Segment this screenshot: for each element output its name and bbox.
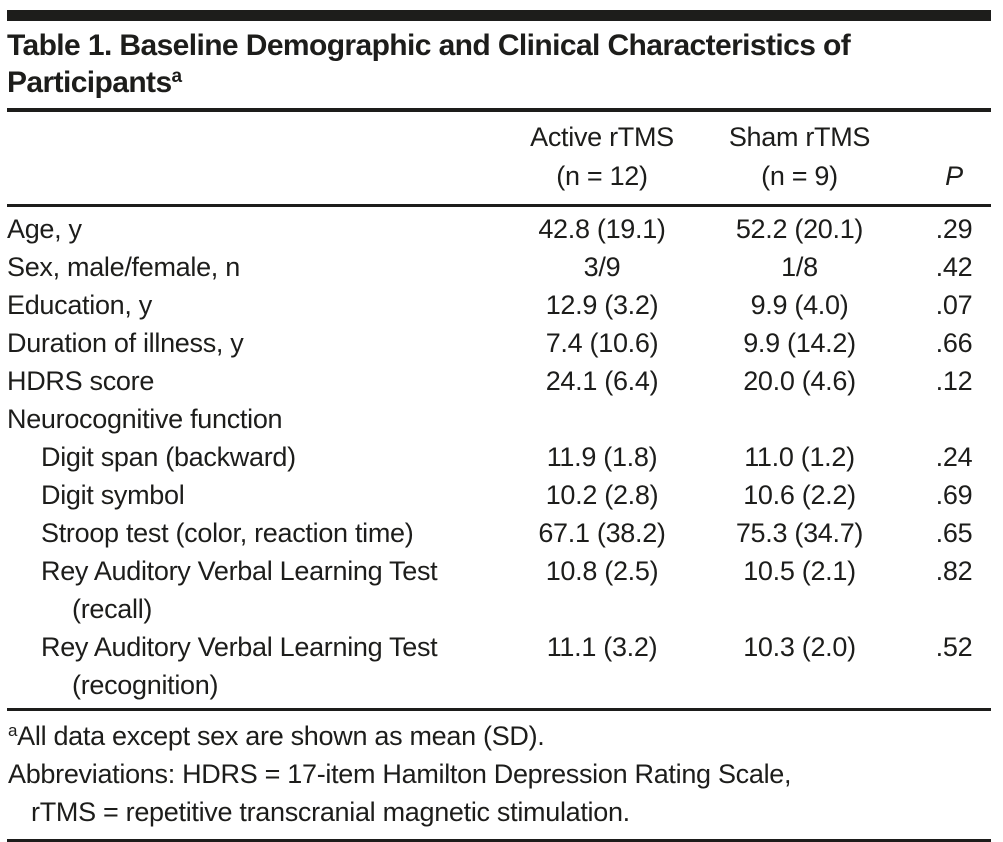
cell-sham: 10.6 (2.2): [743, 480, 856, 510]
table-title-footnote-marker: a: [171, 66, 183, 87]
cell-sham: 11.0 (1.2): [744, 442, 855, 472]
table-body: Age, y 42.8 (19.1) 52.2 (20.1) .29 Sex, …: [7, 206, 991, 705]
footnote-data-note: aAll data except sex are shown as mean (…: [8, 717, 991, 755]
footnote-abbreviations-line2: rTMS = repetitive transcranial magnetic …: [31, 797, 630, 827]
cell-p: .12: [935, 366, 973, 396]
cell-active: 10.8 (2.5): [545, 556, 659, 586]
cell-active: 10.2 (2.8): [545, 480, 659, 510]
cell-active: 42.8 (19.1): [538, 214, 666, 244]
table-row-digit-span: Digit span (backward) 11.9 (1.8) 11.0 (1…: [7, 438, 991, 476]
row-label: Rey Auditory Verbal Learning Test (recal…: [7, 552, 522, 628]
cell-p: .52: [935, 632, 973, 662]
table-row-ravlt-recall: Rey Auditory Verbal Learning Test (recal…: [7, 552, 991, 628]
cell-p: .42: [935, 252, 973, 282]
cell-active: 11.1 (3.2): [546, 632, 658, 662]
cell-sham: 10.3 (2.0): [743, 632, 856, 662]
row-label: Digit span (backward): [41, 442, 296, 472]
cell-active: 7.4 (10.6): [545, 328, 659, 358]
cell-sham: 20.0 (4.6): [743, 366, 856, 396]
table-row-education: Education, y 12.9 (3.2) 9.9 (4.0) .07: [7, 286, 991, 324]
cell-sham: 75.3 (34.7): [735, 518, 864, 548]
table-section-neurocognitive-function: Neurocognitive function: [7, 400, 991, 438]
table-row-hdrs-score: HDRS score 24.1 (6.4) 20.0 (4.6) .12: [7, 362, 991, 400]
cell-p: .65: [935, 518, 973, 548]
row-label: Sex, male/female, n: [7, 252, 240, 282]
cell-active: 12.9 (3.2): [545, 290, 659, 320]
cell-p: .07: [935, 290, 973, 320]
cell-sham: 9.9 (4.0): [750, 290, 849, 320]
cell-active: 3/9: [583, 252, 621, 282]
footnote-abbreviations-line1: Abbreviations: HDRS = 17-item Hamilton D…: [8, 759, 792, 789]
row-label: Digit symbol: [41, 480, 185, 510]
row-label-line1: Rey Auditory Verbal Learning Test: [41, 556, 438, 586]
cell-p: .29: [935, 214, 973, 244]
table-title-text: Table 1. Baseline Demographic and Clinic…: [7, 29, 851, 99]
cell-sham: 1/8: [781, 252, 818, 282]
cell-sham: 10.5 (2.1): [743, 556, 856, 586]
table-top-rule: [7, 10, 991, 21]
footnote-data-note-text: All data except sex are shown as mean (S…: [17, 721, 545, 751]
header-sham-rtms-n: (n = 9): [761, 161, 838, 191]
cell-p: .66: [935, 328, 973, 358]
table-row-age: Age, y 42.8 (19.1) 52.2 (20.1) .29: [7, 206, 991, 249]
row-label: Education, y: [7, 290, 152, 320]
header-p-value-label: P: [945, 161, 963, 191]
header-sham-rtms-name: Sham rTMS: [728, 122, 871, 152]
cell-p: [917, 400, 991, 438]
section-label: Neurocognitive function: [7, 404, 283, 434]
row-label: Stroop test (color, reaction time): [41, 518, 414, 548]
row-label-line2: (recognition): [72, 670, 219, 700]
cell-active: 11.9 (1.8): [546, 442, 658, 472]
table-footnotes: aAll data except sex are shown as mean (…: [7, 708, 991, 842]
table-header: Active rTMS (n = 12) Sham rTMS (n = 9) P: [7, 112, 991, 207]
table-row-sex: Sex, male/female, n 3/9 1/8 .42: [7, 248, 991, 286]
table-row-duration-of-illness: Duration of illness, y 7.4 (10.6) 9.9 (1…: [7, 324, 991, 362]
row-label-line1: Rey Auditory Verbal Learning Test: [41, 632, 438, 662]
cell-sham: 52.2 (20.1): [735, 214, 864, 244]
table-row-stroop-test: Stroop test (color, reaction time) 67.1 …: [7, 514, 991, 552]
row-label: Duration of illness, y: [7, 328, 244, 358]
table-figure: Table 1. Baseline Demographic and Clinic…: [7, 10, 997, 842]
header-sham-rtms: Sham rTMS (n = 9): [682, 112, 917, 207]
row-label: HDRS score: [7, 366, 155, 396]
footnote-marker: a: [8, 721, 18, 740]
table-title: Table 1. Baseline Demographic and Clinic…: [7, 27, 997, 101]
row-label: Rey Auditory Verbal Learning Test (recog…: [7, 628, 522, 704]
cell-sham: [682, 400, 917, 438]
cell-p: .82: [935, 556, 973, 586]
cell-sham: 9.9 (14.2): [743, 328, 856, 358]
title-separator-rule: [7, 108, 991, 112]
table-row-ravlt-recognition: Rey Auditory Verbal Learning Test (recog…: [7, 628, 991, 704]
header-label-column: [7, 112, 522, 207]
cell-active: 67.1 (38.2): [538, 518, 666, 548]
cell-active: 24.1 (6.4): [545, 366, 659, 396]
cell-p: .24: [935, 442, 973, 472]
row-label-line2: (recall): [72, 594, 153, 624]
cell-active: [522, 400, 682, 438]
cell-p: .69: [935, 480, 973, 510]
table-row-digit-symbol: Digit symbol 10.2 (2.8) 10.6 (2.2) .69: [7, 476, 991, 514]
header-p-value: P: [917, 112, 991, 207]
demographics-table: Active rTMS (n = 12) Sham rTMS (n = 9) P…: [7, 112, 991, 704]
header-active-rtms-n: (n = 12): [556, 161, 648, 191]
header-active-rtms-name: Active rTMS: [530, 122, 674, 152]
row-label: Age, y: [7, 214, 82, 244]
header-active-rtms: Active rTMS (n = 12): [522, 112, 682, 207]
